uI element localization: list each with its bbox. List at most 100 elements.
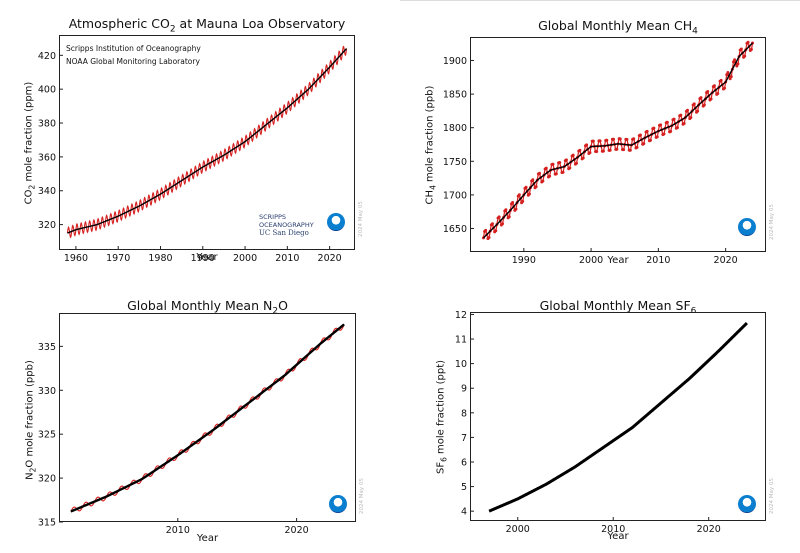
- y-tick-label: 9: [461, 384, 467, 395]
- monthly-data-point: [723, 86, 727, 90]
- y-axis-label: CO2 mole fraction (ppm): [23, 81, 37, 205]
- x-tick-label: 2010: [646, 255, 670, 266]
- plot-area: 2010 2020 315 320 325 330 335: [38, 323, 345, 536]
- monthly-data-point: [625, 137, 629, 141]
- chart-title: Global Monthly Mean CH4: [538, 18, 698, 37]
- monthly-data-point: [591, 139, 595, 143]
- monthly-data-point: [548, 174, 552, 178]
- monthly-data-point: [568, 166, 572, 170]
- monthly-data-point: [595, 149, 599, 153]
- monthly-data-point: [628, 148, 632, 152]
- x-tick-label: 1980: [148, 253, 172, 264]
- monthly-data-point: [494, 229, 498, 233]
- monthly-data-point: [608, 148, 612, 152]
- y-tick-label: 6: [461, 457, 467, 468]
- monthly-data-point: [514, 207, 518, 211]
- monthly-data-point: [605, 138, 609, 142]
- x-tick-label: 1990: [512, 255, 536, 266]
- x-tick-label: 2010: [601, 524, 625, 535]
- x-tick-label: 2020: [697, 524, 721, 535]
- y-tick-label: 335: [38, 342, 56, 353]
- y-tick-label: 320: [38, 474, 56, 485]
- y-axis-label: SF6 mole fraction (ppt): [435, 359, 449, 475]
- scripps-logo-line: OCEANOGRAPHY: [259, 221, 314, 229]
- monthly-data-point: [716, 92, 720, 96]
- y-tick-label: 320: [38, 220, 56, 231]
- x-tick-label: 2000: [233, 253, 257, 264]
- monthly-data-point: [501, 222, 505, 226]
- monthly-data-point: [645, 129, 649, 133]
- monthly-data-point: [490, 222, 494, 226]
- y-tick-label: 1900: [443, 56, 467, 67]
- monthly-data-point: [504, 208, 508, 212]
- monthly-data-point: [618, 137, 622, 141]
- noaa-logo-icon: [738, 495, 756, 513]
- y-tick-label: 330: [38, 386, 56, 397]
- monthly-data-point: [521, 199, 525, 203]
- datestamp: 2024 May 05: [358, 201, 364, 237]
- x-tick-label: 2010: [166, 525, 190, 536]
- monthly-data-point: [672, 117, 676, 121]
- y-tick-label: 325: [38, 430, 56, 441]
- n2o-panel: Global Monthly Mean N2O 2010 2020 315 320 32…: [0, 280, 400, 553]
- plot-area: 1990 2000 2010 2020 1650 1700 1750 1800 1850 1900: [443, 40, 755, 266]
- monthly-data-point: [538, 171, 542, 175]
- y-tick-label: 1700: [443, 190, 467, 201]
- monthly-data-point: [686, 108, 690, 112]
- monthly-data-point: [601, 149, 605, 153]
- monthly-data-point: [638, 133, 642, 137]
- x-axis-label: Year: [607, 531, 629, 542]
- monthly-data-point: [679, 113, 683, 117]
- monthly-data-point: [706, 90, 710, 94]
- x-tick-label: 1960: [64, 253, 88, 264]
- monthly-data-point: [578, 148, 582, 152]
- monthly-data-point: [709, 97, 713, 101]
- x-tick-label: 2000: [579, 255, 603, 266]
- y-tick-label: 1850: [443, 90, 467, 101]
- x-tick-label: 2020: [318, 253, 342, 264]
- plot-frame: [470, 312, 766, 521]
- y-tick-label: 12: [455, 310, 467, 321]
- monthly-data-point: [712, 84, 716, 88]
- monthly-data-point: [635, 145, 639, 149]
- monthly-data-point: [655, 135, 659, 139]
- x-tick-label: 2010: [275, 253, 299, 264]
- credit-line: Scripps Institution of Oceanography: [66, 44, 201, 53]
- trend-line: [67, 48, 348, 234]
- monthly-series-line: [66, 45, 348, 239]
- monthly-data-point: [558, 161, 562, 165]
- monthly-data-point: [682, 122, 686, 126]
- monthly-data-point: [588, 151, 592, 155]
- noaa-logo-icon: [327, 213, 345, 231]
- monthly-data-point: [581, 156, 585, 160]
- monthly-data-point: [702, 103, 706, 107]
- monthly-data-point: [739, 47, 743, 51]
- chart-title: Atmospheric CO2 at Mauna Loa Observatory: [68, 16, 346, 35]
- y-tick-label: 11: [455, 335, 467, 346]
- y-tick-label: 340: [38, 186, 56, 197]
- monthly-data-point: [659, 123, 663, 127]
- monthly-data-point: [507, 215, 511, 219]
- chart-title: Global Monthly Mean SF6: [539, 298, 697, 317]
- monthly-data-point: [696, 109, 700, 113]
- credit-line: NOAA Global Monitoring Laboratory: [66, 57, 200, 66]
- monthly-data-point: [622, 148, 626, 152]
- monthly-data-point: [612, 137, 616, 141]
- scripps-logo: SCRIPPS OCEANOGRAPHY UC San Diego: [259, 213, 314, 237]
- monthly-data-point: [615, 147, 619, 151]
- monthly-series-line: [488, 322, 748, 512]
- top-separator: [400, 0, 800, 1]
- monthly-data-point: [511, 201, 515, 205]
- y-tick-label: 5: [461, 482, 467, 493]
- monthly-data-point: [733, 58, 737, 62]
- monthly-data-point: [598, 139, 602, 143]
- monthly-data-point: [544, 166, 548, 170]
- trend-line: [488, 321, 748, 513]
- datestamp: 2024 May 05: [359, 478, 365, 514]
- noaa-logo-icon: [738, 218, 756, 236]
- y-tick-label: 7: [461, 433, 467, 444]
- x-tick-label: 2020: [285, 525, 309, 536]
- chart-title: Global Monthly Mean N2O: [127, 298, 288, 317]
- monthly-data-point: [726, 71, 730, 75]
- datestamp: 2024 May 05: [769, 204, 775, 240]
